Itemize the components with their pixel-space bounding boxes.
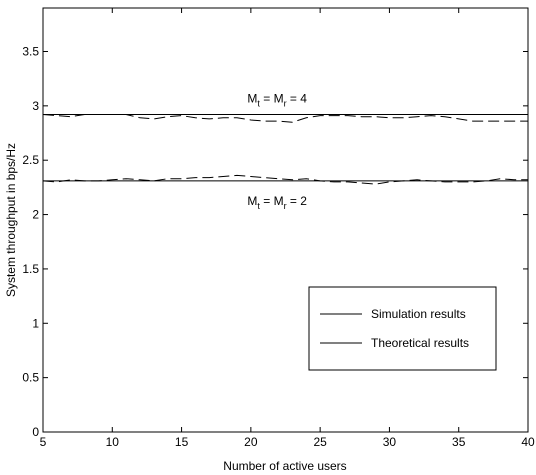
legend-label-theoretical: Theoretical results: [371, 336, 469, 350]
y-tick-label: 3: [32, 99, 39, 113]
x-tick-label: 30: [383, 435, 397, 449]
series-line-sim-2: [42, 174, 528, 185]
annotation-subscript: r: [284, 99, 287, 109]
annotation-subscript: t: [257, 201, 260, 211]
y-axis-label: System throughput in bps/Hz: [4, 143, 18, 297]
x-tick-label: 5: [40, 435, 47, 449]
annotation-text: = M: [260, 194, 284, 208]
x-axis-label: Number of active users: [223, 459, 346, 473]
x-tick-label: 10: [106, 435, 120, 449]
x-tick-label: 25: [313, 435, 327, 449]
y-tick-label: 3.5: [22, 44, 39, 58]
annotation-mt2: Mt = Mr = 2: [247, 194, 307, 211]
annotation-text: = M: [260, 92, 284, 106]
legend: Simulation results Theoretical results: [308, 286, 497, 371]
ticks-layer: 5 10 15 20 25 30 35 40 0 0.5 1 1.5 2 2.5 3 3.5: [22, 8, 535, 449]
y-tick-label: 2.5: [22, 153, 39, 167]
y-tick-label: 1: [32, 316, 39, 330]
annotation-mt4: Mt = Mr = 4: [247, 92, 307, 109]
x-tick-label: 40: [521, 435, 535, 449]
annotation-subscript: t: [257, 99, 260, 109]
x-tick-label: 15: [175, 435, 189, 449]
series-line-sim-4: [42, 114, 528, 123]
annotation-text: = 2: [287, 194, 308, 208]
y-tick-label: 2: [32, 208, 39, 222]
legend-box: [308, 286, 497, 371]
plot-frame: [42, 7, 529, 433]
annotation-subscript: r: [284, 201, 287, 211]
annotation-layer: Mt = Mr = 4Mt = Mr = 2: [247, 92, 307, 211]
legend-label-simulation: Simulation results: [371, 307, 466, 321]
annotation-text: M: [247, 194, 257, 208]
x-tick-label: 20: [244, 435, 258, 449]
annotation-text: = 4: [287, 92, 308, 106]
y-tick-label: 1.5: [22, 262, 39, 276]
y-tick-label: 0.5: [22, 371, 39, 385]
x-tick-label: 35: [452, 435, 466, 449]
y-tick-label: 0: [32, 425, 39, 439]
annotation-text: M: [247, 92, 257, 106]
series-layer: [42, 114, 528, 185]
